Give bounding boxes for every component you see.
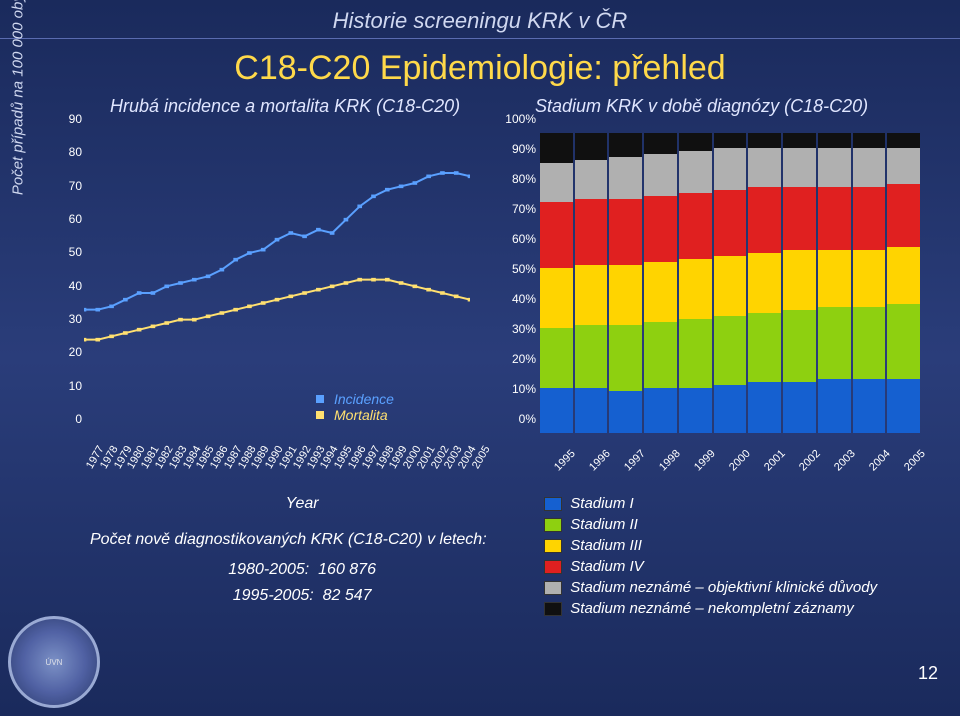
line-legend: Incidence Mortalita	[310, 391, 394, 423]
x-axis-label: Year	[90, 495, 514, 513]
slide-number: 12	[918, 663, 938, 684]
subtitle-left: Hrubá incidence a mortalita KRK (C18-C20…	[110, 96, 495, 117]
line-chart: Počet případů na 100 000 obyvatel 010203…	[30, 123, 480, 483]
logo-seal: ÚVN	[8, 616, 100, 708]
stacked-bar-chart: 0%10%20%30%40%50%60%70%80%90%100% 199519…	[480, 123, 930, 483]
y-axis-label: Počet případů na 100 000 obyvatel	[10, 0, 27, 195]
stage-legend: Stadium IStadium IIStadium IIIStadium IV…	[514, 495, 930, 621]
legend-mortalita: Mortalita	[334, 407, 388, 423]
legend-incidence: Incidence	[334, 391, 394, 407]
counts-heading: Počet nově diagnostikovaných KRK (C18-C2…	[90, 531, 514, 549]
subtitle-right: Stadium KRK v době diagnózy (C18-C20)	[495, 96, 920, 117]
main-title: C18-C20 Epidemiologie: přehled	[0, 39, 960, 96]
page-header: Historie screeningu KRK v ČR	[0, 0, 960, 39]
